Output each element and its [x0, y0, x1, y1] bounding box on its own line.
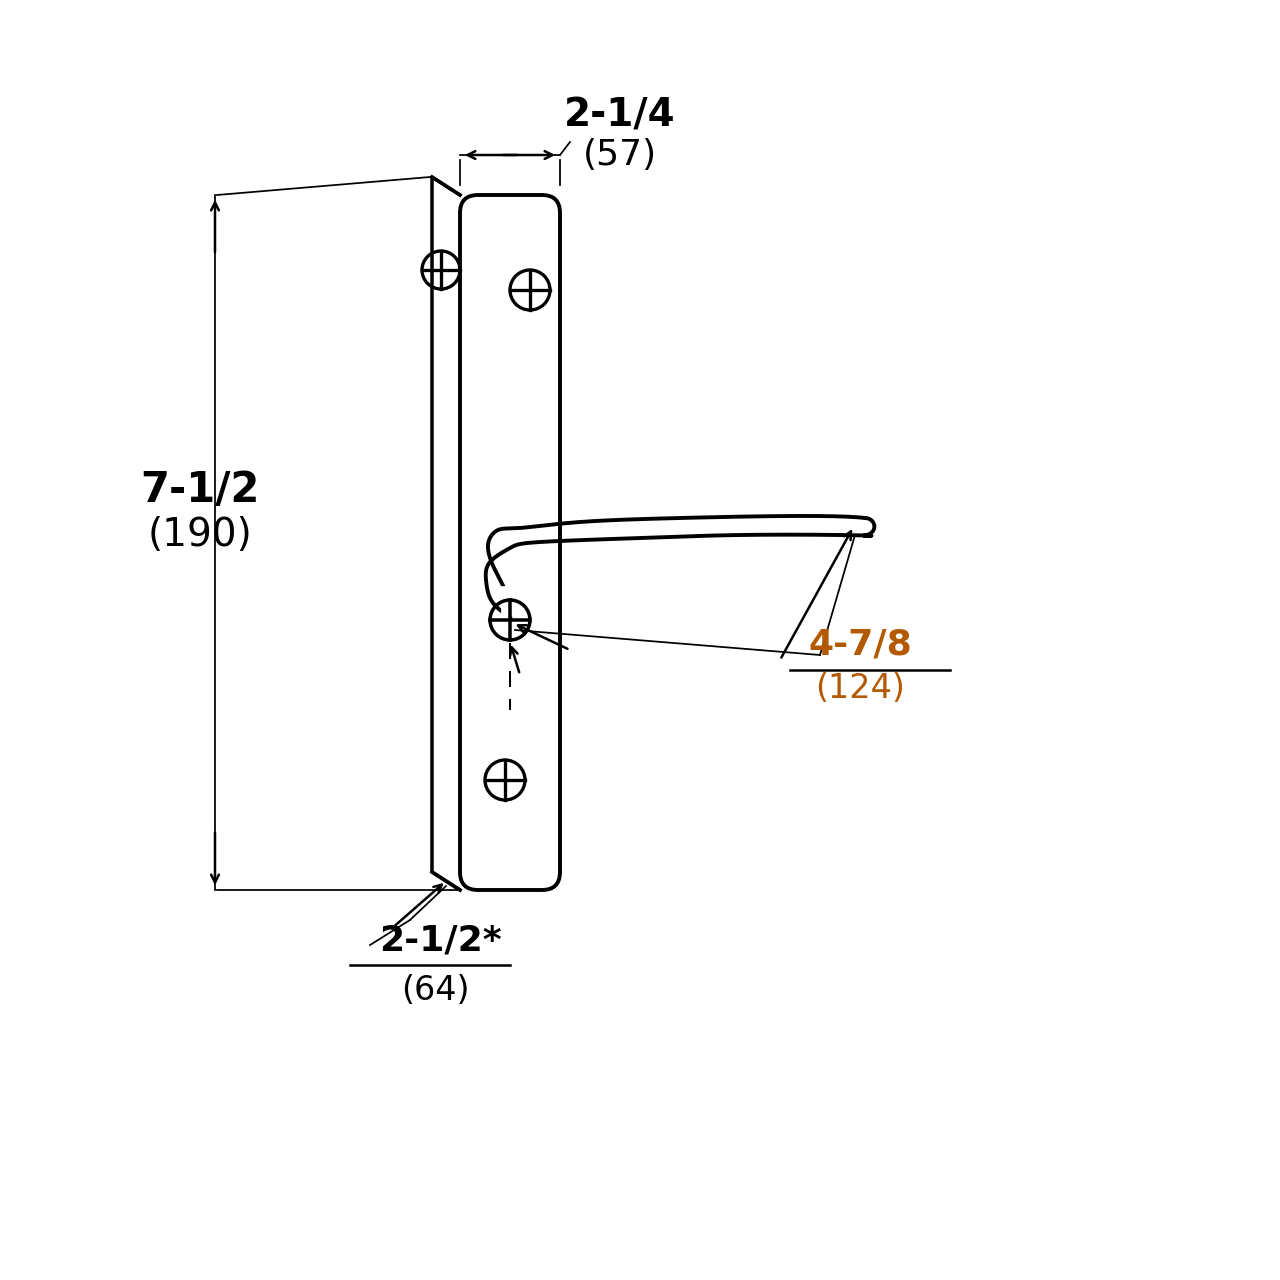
Text: (64): (64) — [401, 974, 470, 1006]
Text: 2-1/2*: 2-1/2* — [379, 923, 502, 957]
Text: 2-1/4: 2-1/4 — [564, 96, 676, 134]
Text: 7-1/2: 7-1/2 — [141, 468, 260, 511]
Text: 4-7/8: 4-7/8 — [808, 628, 911, 662]
Text: (124): (124) — [815, 672, 905, 704]
Text: (57): (57) — [582, 138, 657, 172]
Text: (190): (190) — [147, 516, 252, 554]
